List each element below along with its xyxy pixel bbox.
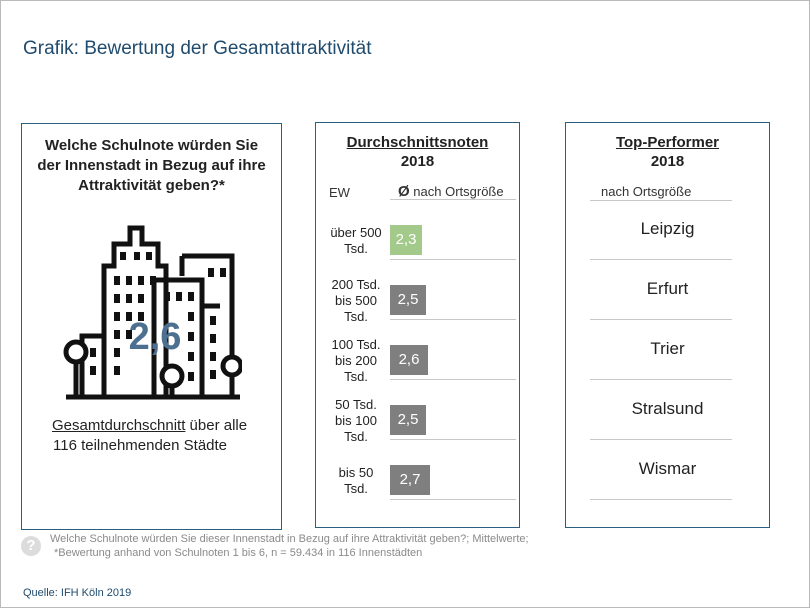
- size-class-label-line: bis 200: [335, 353, 377, 368]
- row-divider: [590, 499, 732, 500]
- caption-line-2: 116 teilnehmenden Städte: [53, 437, 228, 454]
- caption-underlined: Gesamtdurchschnitt: [52, 417, 186, 434]
- size-class-label: 100 Tsd. bis 200 Tsd.: [324, 337, 388, 385]
- grade-bar: 2,5: [390, 405, 426, 435]
- top-performer-city: Leipzig: [640, 219, 695, 238]
- grade-bar: 2,3: [390, 225, 422, 255]
- grade-bar: 2,6: [390, 345, 428, 375]
- row-divider: [390, 259, 516, 260]
- size-class-label-line: bis 500: [335, 293, 377, 308]
- average-grades-title: Durchschnittsnoten: [346, 134, 489, 151]
- top-performer-city: Trier: [650, 339, 685, 358]
- survey-question-line: Welche Schulnote würden Sie: [44, 137, 259, 154]
- average-grades-year: 2018: [400, 153, 435, 170]
- size-class-label-line: bis 100: [335, 413, 377, 428]
- column-header-ew: EW: [329, 185, 350, 200]
- overall-grade-value: 2,6: [128, 316, 182, 358]
- survey-question-line: Attraktivität geben?*: [78, 177, 225, 194]
- average-grades-heading: Durchschnittsnoten 2018: [316, 133, 519, 171]
- size-class-label-line: Tsd.: [344, 241, 368, 256]
- size-class-label-line: 200 Tsd.: [331, 277, 381, 292]
- top-performer-heading: Top-Performer 2018: [566, 133, 769, 171]
- row-divider: [590, 379, 732, 380]
- row-divider: [590, 319, 732, 320]
- size-class-label-line: 50 Tsd.: [335, 397, 377, 412]
- question-icon: ?: [21, 536, 41, 556]
- size-class-label-line: Tsd.: [344, 369, 368, 384]
- average-grades-panel: Durchschnittsnoten 2018 EW Ø nach Ortsgr…: [315, 122, 520, 528]
- size-class-label: bis 50 Tsd.: [324, 465, 388, 497]
- size-class-label-line: 100 Tsd.: [331, 337, 381, 352]
- overall-grade-panel: Welche Schulnote würden Sie der Innensta…: [21, 123, 282, 530]
- footnote-line-1: Welche Schulnote würden Sie dieser Innen…: [50, 533, 529, 545]
- row-divider: [390, 379, 516, 380]
- size-class-label-line: bis 50: [338, 465, 374, 480]
- grade-bar: 2,7: [390, 465, 430, 495]
- column-header-average: Ø nach Ortsgröße: [398, 183, 504, 200]
- row-divider: [390, 499, 516, 500]
- grade-bar: 2,5: [390, 285, 426, 315]
- row-divider: [590, 259, 732, 260]
- size-class-label-line: über 500: [330, 225, 382, 240]
- city-buildings-icon: [63, 225, 242, 400]
- size-class-label-line: Tsd.: [344, 429, 368, 444]
- top-performer-city: Wismar: [638, 459, 697, 478]
- size-class-label: 50 Tsd. bis 100 Tsd.: [324, 397, 388, 445]
- divider: [590, 200, 732, 201]
- survey-question-line: der Innenstadt in Bezug auf ihre: [37, 157, 266, 174]
- size-class-label: über 500 Tsd.: [324, 225, 388, 257]
- top-performer-city: Erfurt: [646, 279, 689, 298]
- top-performer-city: Stralsund: [631, 399, 704, 418]
- row-divider: [390, 439, 516, 440]
- survey-question: Welche Schulnote würden Sie der Innensta…: [22, 136, 281, 196]
- average-symbol: Ø: [398, 183, 410, 200]
- column-header-average-text: nach Ortsgröße: [409, 184, 504, 199]
- row-divider: [390, 319, 516, 320]
- top-performer-panel: Top-Performer 2018 nach Ortsgröße Leipzi…: [565, 122, 770, 528]
- size-class-label: 200 Tsd. bis 500 Tsd.: [324, 277, 388, 325]
- top-performer-subheader: nach Ortsgröße: [601, 184, 692, 199]
- page-title: Grafik: Bewertung der Gesamtattraktivitä…: [23, 38, 372, 59]
- overall-grade-caption: Gesamtdurchschnitt über alle 116 teilneh…: [52, 416, 272, 456]
- row-divider: [590, 439, 732, 440]
- footnote: Welche Schulnote würden Sie dieser Innen…: [50, 532, 529, 560]
- divider: [390, 199, 516, 200]
- source-note: Quelle: IFH Köln 2019: [23, 587, 132, 599]
- footnote-line-2: *Bewertung anhand von Schulnoten 1 bis 6…: [54, 547, 423, 559]
- caption-rest: über alle: [185, 417, 248, 434]
- top-performer-title: Top-Performer: [615, 134, 720, 151]
- size-class-label-line: Tsd.: [344, 309, 368, 324]
- size-class-label-line: Tsd.: [344, 481, 368, 496]
- top-performer-year: 2018: [650, 153, 685, 170]
